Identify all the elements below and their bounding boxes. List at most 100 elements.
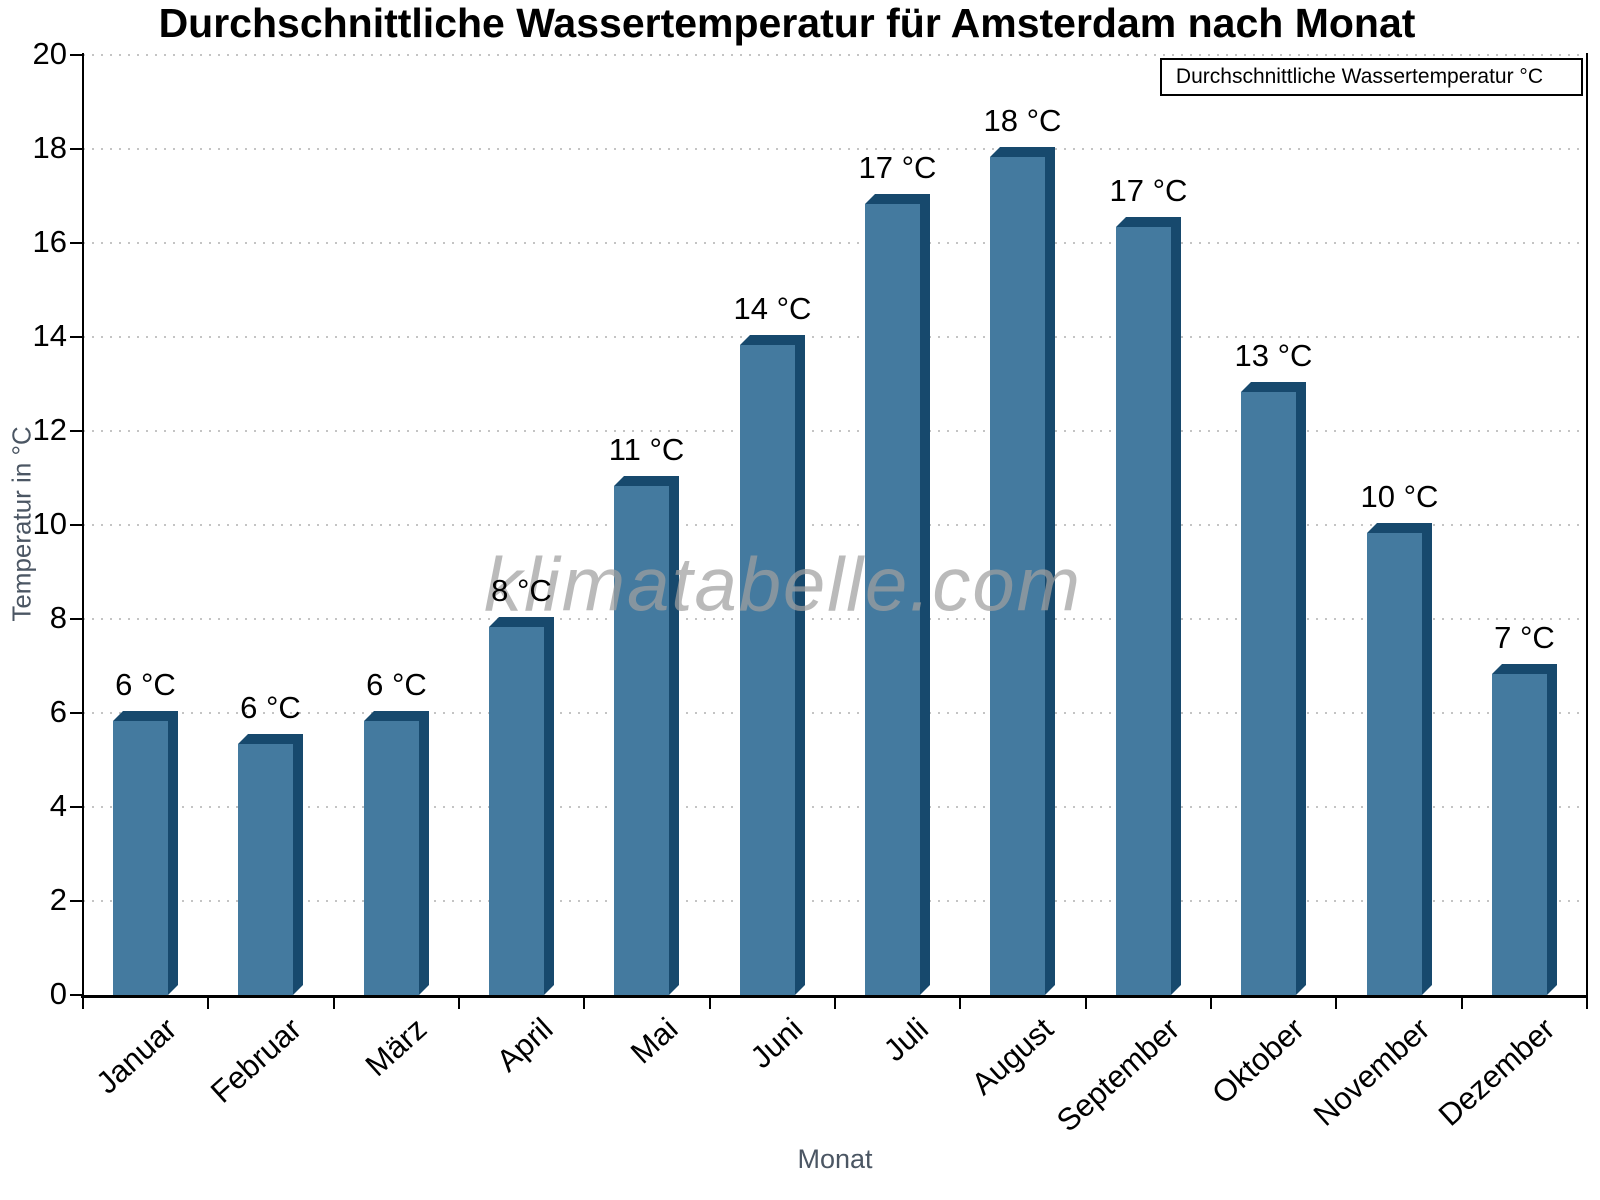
legend-swatch	[1556, 67, 1571, 87]
bar-face	[614, 486, 669, 995]
bar-side-edge	[795, 335, 805, 995]
bar-value-label: 10 °C	[1360, 479, 1439, 514]
bar-value-label: 7 °C	[1494, 620, 1555, 655]
bar	[1116, 217, 1181, 995]
gridline	[83, 242, 1587, 244]
bar-face	[1116, 227, 1171, 995]
x-axis-tick	[82, 995, 84, 1009]
bar	[990, 147, 1055, 995]
y-axis-tick	[70, 806, 83, 808]
y-axis-line	[82, 53, 84, 995]
gridline	[83, 618, 1587, 620]
x-axis-tick	[1084, 995, 1087, 1009]
bar-top-edge	[113, 711, 178, 721]
y-tick-label: 0	[49, 976, 67, 1011]
bar-face	[1492, 674, 1547, 995]
bar	[1492, 664, 1557, 995]
bar-face	[1367, 533, 1422, 995]
y-tick-label: 12	[32, 412, 67, 447]
legend: Durchschnittliche Wassertemperatur °C	[1159, 58, 1583, 96]
y-tick-label: 10	[32, 506, 67, 541]
y-tick-label: 18	[32, 130, 67, 165]
gridline	[83, 54, 1587, 56]
y-axis-tick	[70, 524, 83, 526]
y-tick-label: 6	[49, 694, 67, 729]
y-axis-tick	[70, 242, 83, 244]
x-category-label: Juli	[877, 1011, 936, 1069]
bar-side-edge	[1547, 664, 1557, 995]
bar-side-edge	[1296, 382, 1306, 995]
gridline	[83, 806, 1587, 808]
bar-value-label: 18 °C	[983, 103, 1062, 138]
y-axis-tick	[70, 712, 83, 714]
bar-side-edge	[168, 711, 178, 995]
legend-label: Durchschnittliche Wassertemperatur °C	[1175, 65, 1543, 88]
bar-value-label: 17 °C	[1109, 173, 1188, 208]
bar-value-label: 6 °C	[366, 667, 427, 702]
bar-top-edge	[740, 335, 805, 345]
y-axis-tick	[70, 54, 83, 56]
bar-face	[865, 204, 920, 995]
bar	[740, 335, 805, 995]
x-axis-tick	[332, 995, 335, 1009]
y-tick-label: 8	[49, 600, 67, 635]
bar-top-edge	[990, 147, 1055, 157]
bar-side-edge	[1422, 523, 1432, 995]
bar-face	[1241, 392, 1296, 995]
x-category-label: Juni	[744, 1011, 810, 1076]
bar-face	[489, 627, 544, 995]
bar-top-edge	[1241, 382, 1306, 392]
bar	[1241, 382, 1306, 995]
y-axis-tick	[70, 430, 83, 432]
bar-value-label: 11 °C	[608, 432, 685, 467]
y-tick-label: 2	[49, 882, 67, 917]
gridline	[83, 524, 1587, 526]
bar-top-edge	[1367, 523, 1432, 533]
y-axis-tick	[70, 618, 83, 620]
bar-face	[990, 157, 1045, 995]
bar-side-edge	[544, 617, 554, 995]
bar-side-edge	[1045, 147, 1055, 995]
bar-value-label: 8 °C	[491, 573, 552, 608]
x-axis-tick	[1210, 995, 1212, 1009]
x-axis-tick	[583, 995, 586, 1009]
bar-top-edge	[1116, 217, 1181, 227]
x-category-label: April	[489, 1011, 560, 1079]
y-tick-label: 20	[32, 36, 67, 71]
x-axis-tick	[959, 995, 962, 1009]
y-tick-label: 14	[32, 318, 67, 353]
y-axis-title: Temperatur in °C	[6, 426, 37, 622]
y-axis-tick	[70, 336, 83, 338]
x-category-label: November	[1306, 1011, 1437, 1133]
x-axis-tick	[1586, 995, 1588, 1009]
bar-side-edge	[419, 711, 429, 995]
gridline	[83, 900, 1587, 902]
bar	[489, 617, 554, 995]
x-axis-tick	[1335, 995, 1338, 1009]
bar-top-edge	[364, 711, 429, 721]
bar-face	[238, 744, 293, 995]
bar	[865, 194, 930, 995]
bar-top-edge	[489, 617, 554, 627]
bar-top-edge	[238, 734, 303, 744]
bar-face	[740, 345, 795, 995]
bar-face	[364, 721, 419, 995]
y-tick-label: 4	[49, 788, 67, 823]
gridline	[83, 336, 1587, 338]
bar-side-edge	[1171, 217, 1181, 995]
gridline	[83, 712, 1587, 714]
x-axis-tick	[1460, 995, 1463, 1009]
watermark: klimatabelle.com	[484, 542, 1082, 628]
x-category-label: Mai	[623, 1011, 685, 1071]
bar-top-edge	[865, 194, 930, 204]
x-category-label: Oktober	[1205, 1011, 1312, 1111]
bar-side-edge	[920, 194, 930, 995]
bar	[614, 476, 679, 995]
bar-value-label: 6 °C	[115, 667, 176, 702]
bar-top-edge	[1492, 664, 1557, 674]
x-axis-title: Monat	[797, 1144, 873, 1174]
bar	[364, 711, 429, 995]
bar-side-edge	[293, 734, 303, 995]
